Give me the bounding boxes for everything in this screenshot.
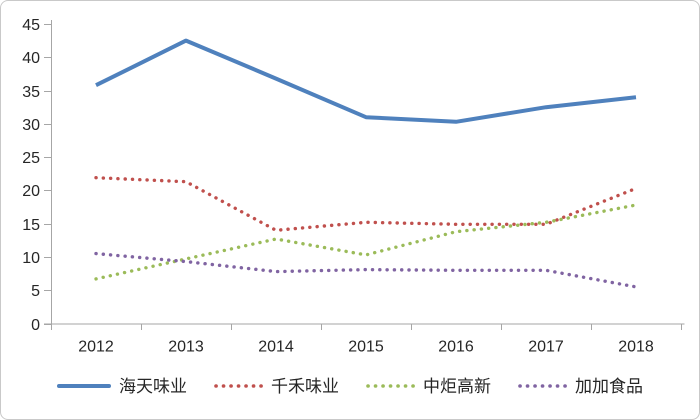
x-axis-tick-label: 2018 [618,339,654,356]
x-axis-tick-label: 2013 [168,339,204,356]
chart-legend: 海天味业 千禾味业 中炬高新 加加食品 [1,367,699,405]
legend-label: 加加食品 [575,376,643,396]
y-axis-tick-label: 30 [22,117,40,134]
y-axis-tick-label: 5 [31,283,40,300]
legend-item-haitian: 海天味业 [57,378,187,395]
y-axis-tick-label: 40 [22,50,40,67]
dotted-line-legend-icon [214,384,263,388]
dotted-line-legend-icon [366,384,415,388]
x-axis-tick-label: 2017 [528,339,564,356]
legend-label: 千禾味业 [271,376,339,396]
y-axis-tick-label: 10 [22,250,40,267]
y-axis-tick-label: 20 [22,183,40,200]
series-line-1 [94,175,638,233]
y-axis-tick-label: 35 [22,84,40,101]
legend-label: 海天味业 [119,376,187,396]
plot-area: 0 5 10 15 20 25 30 35 40 45 2012 2013 2014 2015 2016 20… [22,17,685,356]
x-axis-tick-label: 2012 [78,339,114,356]
legend-label: 中炬高新 [423,376,491,396]
legend-item-zhongju: 中炬高新 [365,378,491,395]
x-axis-tick-label: 2015 [348,339,384,356]
y-axis-tick-label: 45 [22,17,40,34]
y-axis-tick-label: 25 [22,150,40,167]
x-axis-tick-label: 2014 [258,339,294,356]
dotted-line-legend-icon [518,384,567,388]
series-line-2 [94,203,638,281]
y-axis-tick-label: 0 [31,317,40,334]
series-line-3 [94,251,638,289]
legend-item-jiajia: 加加食品 [517,378,643,395]
solid-line-legend-icon [57,384,111,388]
y-axis-tick-label: 15 [22,217,40,234]
legend-item-qianhe: 千禾味业 [213,378,339,395]
x-axis-tick-label: 2016 [438,339,474,356]
series-line-0 [95,38,637,124]
